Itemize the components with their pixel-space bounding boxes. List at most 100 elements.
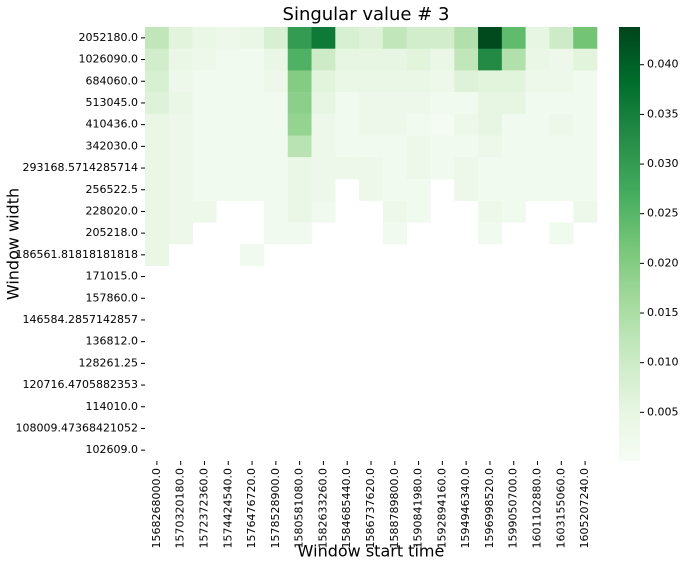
y-tick-label: 157860.0 xyxy=(86,291,139,304)
heat-cell xyxy=(311,27,336,49)
heat-cell xyxy=(454,157,479,180)
heat-cell xyxy=(240,48,265,71)
x-axis-label: Window start time xyxy=(298,542,445,561)
heat-cell xyxy=(168,222,193,245)
heat-cell xyxy=(192,200,217,223)
y-tick-label: 136812.0 xyxy=(86,335,139,348)
heat-cell xyxy=(335,27,360,49)
heat-cell xyxy=(216,92,241,115)
heat-cell xyxy=(430,48,455,71)
heat-cell xyxy=(359,113,384,136)
heat-cell xyxy=(406,92,431,115)
heat-cell xyxy=(359,135,384,158)
heat-cell xyxy=(454,178,479,201)
heat-cell xyxy=(240,135,265,158)
heat-cell xyxy=(406,135,431,158)
x-tick-label: 1584685440.0 xyxy=(340,468,353,548)
heat-cell xyxy=(335,92,360,115)
heat-cell xyxy=(311,157,336,180)
heat-cell xyxy=(525,113,550,136)
y-tick-label: 513045.0 xyxy=(86,96,139,109)
y-tick-label: 205218.0 xyxy=(86,226,139,239)
heat-cell xyxy=(549,48,574,71)
heat-cell xyxy=(501,157,526,180)
heat-cell xyxy=(216,157,241,180)
heat-cell xyxy=(311,135,336,158)
heat-cell xyxy=(501,178,526,201)
colorbar-tick-label: 0.005 xyxy=(647,405,679,418)
x-tick-label: 1590841980.0 xyxy=(412,468,425,548)
heat-cell xyxy=(454,70,479,93)
heat-cell xyxy=(382,157,407,180)
x-tick-label: 1586737620.0 xyxy=(364,468,377,548)
heat-cell xyxy=(145,178,170,201)
heat-cell xyxy=(168,48,193,71)
heat-cell xyxy=(525,178,550,201)
heat-cell xyxy=(573,92,598,115)
heat-cell xyxy=(240,92,265,115)
colorbar xyxy=(619,27,640,461)
heat-cell xyxy=(430,70,455,93)
heat-cell xyxy=(359,27,384,49)
heat-cell xyxy=(168,157,193,180)
heat-cell xyxy=(192,92,217,115)
colorbar-tick-label: 0.025 xyxy=(647,207,679,220)
heat-cell xyxy=(145,70,170,93)
heat-cell xyxy=(573,70,598,93)
x-tick-label: 1576476720.0 xyxy=(245,468,258,548)
heat-cell xyxy=(549,27,574,49)
y-tick-label: 108009.47368421052 xyxy=(16,421,138,434)
heat-cell xyxy=(311,178,336,201)
heat-cell xyxy=(311,92,336,115)
x-tick-label: 1580581080.0 xyxy=(293,468,306,548)
heat-cell xyxy=(240,178,265,201)
heat-cell xyxy=(549,135,574,158)
heat-cell xyxy=(192,135,217,158)
x-tick-label: 1603155060.0 xyxy=(554,468,567,548)
heat-cell xyxy=(145,27,170,49)
heat-cell xyxy=(216,48,241,71)
y-tick-label: 114010.0 xyxy=(86,400,139,413)
heat-cell xyxy=(382,222,407,245)
heat-cell xyxy=(263,27,289,49)
heat-cell xyxy=(263,178,289,201)
y-tick-label: 171015.0 xyxy=(86,270,139,283)
heat-cell xyxy=(382,70,407,93)
heat-cell xyxy=(525,135,550,158)
heat-cell xyxy=(145,200,170,223)
heat-cell xyxy=(501,135,526,158)
heat-cell xyxy=(168,92,193,115)
heat-cell xyxy=(335,113,360,136)
heat-cell xyxy=(478,48,503,71)
heat-cell xyxy=(454,27,479,49)
x-tick-label: 1592894160.0 xyxy=(435,468,448,548)
heat-cell xyxy=(216,135,241,158)
heat-cell xyxy=(549,113,574,136)
heat-cell xyxy=(406,157,431,180)
y-tick-label: 293168.5714285714 xyxy=(23,161,138,174)
heat-cell xyxy=(359,70,384,93)
heat-cell xyxy=(478,222,503,245)
heat-cell xyxy=(287,92,312,115)
heat-cell xyxy=(549,70,574,93)
heat-cell xyxy=(478,27,503,49)
heat-cell xyxy=(287,178,312,201)
x-tick-label: 1574424540.0 xyxy=(221,468,234,548)
heat-cell xyxy=(192,70,217,93)
heat-cell xyxy=(240,244,265,266)
heat-cell xyxy=(335,48,360,71)
x-tick-label: 1578528900.0 xyxy=(269,468,282,548)
x-tick-label: 1599050700.0 xyxy=(507,468,520,548)
heat-cell xyxy=(525,92,550,115)
heat-cell xyxy=(359,178,384,201)
heat-cell xyxy=(263,92,289,115)
y-axis-label: Window width xyxy=(4,188,23,300)
colorbar-tick-label: 0.035 xyxy=(647,107,679,120)
heat-cell xyxy=(335,135,360,158)
heat-cell xyxy=(501,48,526,71)
heat-cell xyxy=(573,178,598,201)
x-tick-label: 1588789800.0 xyxy=(388,468,401,548)
y-tick-label: 186561.81818181818 xyxy=(16,248,138,261)
heat-cell xyxy=(573,27,598,49)
